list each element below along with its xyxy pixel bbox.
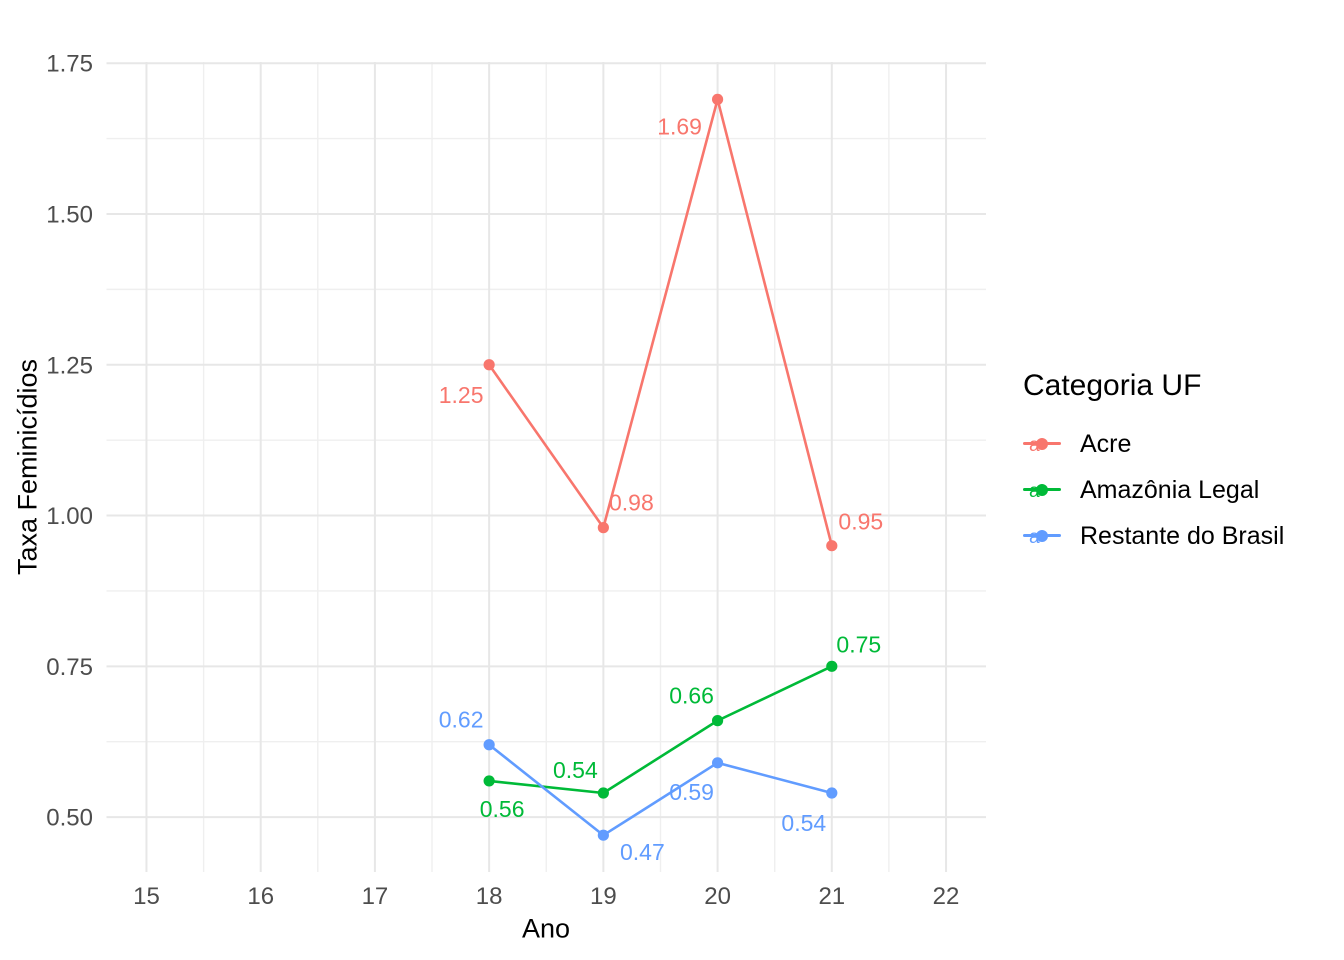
y-axis-title: Taxa Feminicídios bbox=[12, 358, 43, 576]
point-amazonia-legal-20 bbox=[711, 715, 724, 727]
tick-y-1.00: 1.00 bbox=[46, 503, 93, 530]
legend-key-icon: a bbox=[1023, 521, 1061, 551]
point-acre-18 bbox=[483, 359, 495, 371]
legend: Categoria UF a Acre a Amazônia Legal a Restan… bbox=[1023, 369, 1284, 565]
point-amazonia-legal-18 bbox=[483, 775, 495, 787]
tick-y-1.25: 1.25 bbox=[46, 352, 93, 379]
tick-x-21: 21 bbox=[818, 883, 845, 910]
series-line-acre bbox=[488, 98, 834, 547]
point-acre-20 bbox=[711, 93, 724, 105]
point-acre-19 bbox=[597, 522, 609, 534]
point-label-amazonia-legal-18: 0.56 bbox=[480, 796, 525, 822]
point-label-acre-19: 0.98 bbox=[609, 490, 654, 516]
point-label-acre-20: 1.69 bbox=[657, 113, 702, 139]
legend-key-text-glyph: a bbox=[1029, 481, 1040, 502]
point-label-acre-18: 1.25 bbox=[439, 382, 484, 408]
point-amazonia-legal-19 bbox=[597, 787, 609, 799]
point-restante-do-brasil-18 bbox=[483, 739, 495, 751]
legend-label-restante-do-brasil: Restante do Brasil bbox=[1080, 521, 1285, 550]
tick-x-16: 16 bbox=[247, 883, 274, 910]
tick-x-20: 20 bbox=[704, 883, 731, 910]
point-amazonia-legal-21 bbox=[826, 660, 838, 672]
legend-item-restante-do-brasil: a Restante do Brasil bbox=[1023, 519, 1284, 553]
point-label-restante-do-brasil-21: 0.54 bbox=[781, 810, 826, 836]
legend-items: a Acre a Amazônia Legal a Restante do Brasil bbox=[1023, 427, 1284, 553]
series-line-restante-do-brasil bbox=[488, 743, 833, 837]
legend-item-amazonia-legal: a Amazônia Legal bbox=[1023, 473, 1284, 507]
legend-key-text-glyph: a bbox=[1029, 527, 1040, 548]
point-label-amazonia-legal-20: 0.66 bbox=[669, 683, 714, 709]
point-restante-do-brasil-20 bbox=[711, 757, 724, 769]
legend-key-text-glyph: a bbox=[1029, 435, 1040, 456]
legend-title: Categoria UF bbox=[1023, 369, 1202, 402]
legend-label-acre: Acre bbox=[1080, 429, 1132, 458]
legend-key-icon: a bbox=[1023, 475, 1061, 505]
legend-item-acre: a Acre bbox=[1023, 427, 1284, 461]
point-acre-21 bbox=[826, 540, 838, 552]
point-label-restante-do-brasil-18: 0.62 bbox=[439, 707, 484, 733]
tick-x-22: 22 bbox=[933, 883, 960, 910]
point-label-amazonia-legal-21: 0.75 bbox=[836, 631, 881, 657]
tick-y-0.50: 0.50 bbox=[46, 805, 93, 832]
x-axis-title: Ano bbox=[521, 913, 571, 944]
point-label-restante-do-brasil-20: 0.59 bbox=[669, 779, 714, 805]
legend-key-point-icon bbox=[1036, 530, 1048, 542]
point-restante-do-brasil-19 bbox=[597, 829, 609, 841]
legend-label-amazonia-legal: Amazônia Legal bbox=[1080, 475, 1260, 504]
tick-x-19: 19 bbox=[590, 883, 617, 910]
point-label-acre-21: 0.95 bbox=[838, 509, 883, 535]
point-label-restante-do-brasil-19: 0.47 bbox=[620, 839, 665, 865]
legend-key-icon: a bbox=[1023, 429, 1061, 459]
tick-x-15: 15 bbox=[133, 883, 160, 910]
tick-x-17: 17 bbox=[362, 883, 389, 910]
tick-x-18: 18 bbox=[476, 883, 503, 910]
point-label-amazonia-legal-19: 0.54 bbox=[553, 757, 598, 783]
tick-y-0.75: 0.75 bbox=[46, 654, 93, 681]
legend-key-point-icon bbox=[1036, 484, 1048, 496]
tick-y-1.75: 1.75 bbox=[46, 51, 93, 78]
legend-key-point-icon bbox=[1036, 438, 1048, 450]
point-restante-do-brasil-21 bbox=[826, 787, 838, 799]
tick-y-1.50: 1.50 bbox=[46, 201, 93, 228]
series-line-amazonia-legal bbox=[489, 665, 833, 795]
